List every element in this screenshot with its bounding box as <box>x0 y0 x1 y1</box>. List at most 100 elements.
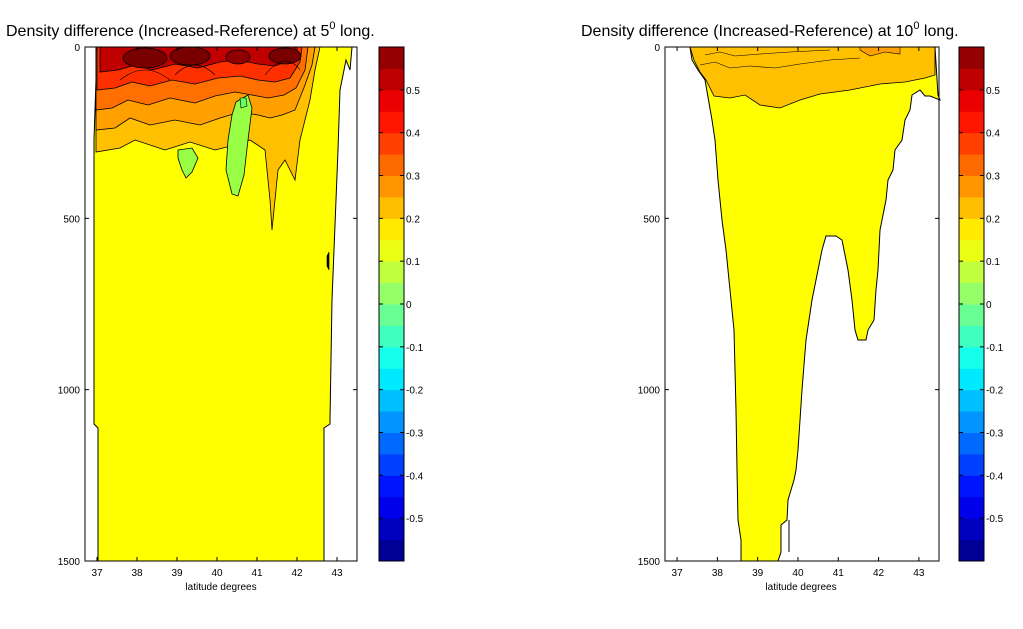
left-small-mark <box>326 251 330 271</box>
x-tick-label: 40 <box>211 568 223 579</box>
colorbar-swatch <box>379 132 404 155</box>
y-tick-label: 500 <box>643 214 660 225</box>
colorbar-swatch <box>379 346 404 369</box>
left-axes-box <box>84 46 358 562</box>
colorbar-swatch <box>959 496 984 519</box>
x-tick-label: 38 <box>712 568 724 579</box>
y-tick-label: 0 <box>654 43 660 54</box>
left-xlabel: latitude degrees <box>185 582 256 593</box>
colorbar-tick-label: 0.5 <box>986 86 1000 97</box>
colorbar-swatch <box>379 196 404 219</box>
colorbar-tick-label: -0.4 <box>406 471 424 482</box>
colorbar-swatch <box>959 453 984 476</box>
right-title: Density difference (Increased-Reference)… <box>581 20 959 40</box>
left-max-core-1 <box>122 47 168 69</box>
colorbar-tick-label: -0.5 <box>986 514 1004 525</box>
colorbar-swatch <box>959 389 984 412</box>
y-tick-label: 500 <box>63 214 80 225</box>
colorbar-tick-label: 0 <box>406 300 412 311</box>
x-tick-label: 37 <box>672 568 684 579</box>
colorbar-swatch <box>379 389 404 412</box>
colorbar-swatch <box>379 47 404 69</box>
colorbar-tick-label: 0.3 <box>986 172 1000 183</box>
colorbar-swatch <box>379 518 404 541</box>
colorbar-swatch <box>379 218 404 241</box>
right-ocean-area <box>689 46 941 562</box>
colorbar-swatch <box>379 368 404 391</box>
x-tick-label: 39 <box>752 568 764 579</box>
colorbar-swatch <box>379 89 404 112</box>
colorbar-swatch <box>959 218 984 241</box>
left-title: Density difference (Increased-Reference)… <box>6 20 375 40</box>
x-tick-label: 41 <box>833 568 845 579</box>
left-lens-b <box>225 94 253 197</box>
right-axes-box <box>664 46 940 562</box>
colorbar-swatch <box>379 68 404 91</box>
colorbar-swatch <box>959 196 984 219</box>
left-ocean-area <box>93 46 353 562</box>
colorbar-swatch <box>379 475 404 498</box>
colorbar-swatch <box>379 539 404 562</box>
left-lens-a <box>177 147 199 179</box>
colorbar-swatch <box>959 282 984 305</box>
colorbar-tick-label: -0.4 <box>986 471 1004 482</box>
colorbar-swatch <box>379 111 404 134</box>
colorbar-swatch <box>959 89 984 112</box>
colorbar-tick-label: 0.4 <box>406 129 420 140</box>
left-max-core-3 <box>268 47 302 65</box>
colorbar-tick-label: -0.1 <box>406 343 424 354</box>
y-tick-label: 1500 <box>58 557 81 568</box>
colorbar-tick-label: -0.1 <box>986 343 1004 354</box>
right-contour-0.15 <box>689 46 936 109</box>
colorbar-tick-label: 0.1 <box>986 257 1000 268</box>
colorbar-tick-label: 0.4 <box>986 129 1000 140</box>
colorbar-swatch <box>379 239 404 262</box>
x-tick-label: 43 <box>913 568 925 579</box>
y-tick-label: 1000 <box>58 386 81 397</box>
x-tick-label: 42 <box>291 568 303 579</box>
right-panel: Density difference (Increased-Reference)… <box>581 20 1004 593</box>
left-max-core-2 <box>169 46 211 66</box>
colorbar-swatch <box>959 368 984 391</box>
x-tick-label: 41 <box>251 568 263 579</box>
x-tick-label: 39 <box>171 568 183 579</box>
colorbar-tick-label: 0.2 <box>406 214 420 225</box>
left-contour-lines <box>119 60 301 81</box>
y-tick-label: 0 <box>74 43 80 54</box>
colorbar-swatch <box>379 282 404 305</box>
colorbar-swatch <box>959 111 984 134</box>
x-tick-label: 38 <box>131 568 143 579</box>
colorbar-swatch <box>379 411 404 433</box>
colorbar-swatch <box>379 432 404 455</box>
x-tick-label: 42 <box>873 568 885 579</box>
left-x-ticks: 37 38 39 40 41 42 43 <box>91 47 343 579</box>
colorbar-swatch <box>379 154 404 176</box>
right-y-ticks: 0 500 1000 1500 <box>638 43 939 568</box>
colorbar-swatch <box>959 175 984 198</box>
colorbar-tick-label: 0.1 <box>406 257 420 268</box>
colorbar-tick-label: 0.5 <box>406 86 420 97</box>
colorbar-swatch <box>959 518 984 541</box>
y-tick-label: 1500 <box>638 557 661 568</box>
x-tick-label: 43 <box>331 568 343 579</box>
colorbar-tick-label: 0.2 <box>986 214 1000 225</box>
colorbar-swatch <box>959 475 984 498</box>
colorbar-swatch <box>959 154 984 176</box>
left-colorbar: 0.5 0.4 0.3 0.2 0.1 0 -0.1 -0.2 -0.3 -0.4 -0.5 <box>378 46 424 562</box>
colorbar-swatch <box>959 346 984 369</box>
y-tick-label: 1000 <box>638 386 661 397</box>
colorbar-swatch <box>959 261 984 284</box>
colorbar-swatch <box>959 68 984 91</box>
colorbar-swatch <box>959 304 984 326</box>
colorbar-swatch <box>379 325 404 348</box>
colorbar-swatch <box>379 261 404 284</box>
colorbar-swatch <box>959 411 984 433</box>
colorbar-tick-label: -0.3 <box>986 429 1004 440</box>
colorbar-tick-label: 0 <box>986 300 992 311</box>
left-panel: Density difference (Increased-Reference)… <box>6 20 424 593</box>
left-max-core-4 <box>225 49 251 65</box>
colorbar-swatch <box>379 496 404 519</box>
colorbar-swatch <box>959 239 984 262</box>
right-contour-inner <box>699 49 861 69</box>
